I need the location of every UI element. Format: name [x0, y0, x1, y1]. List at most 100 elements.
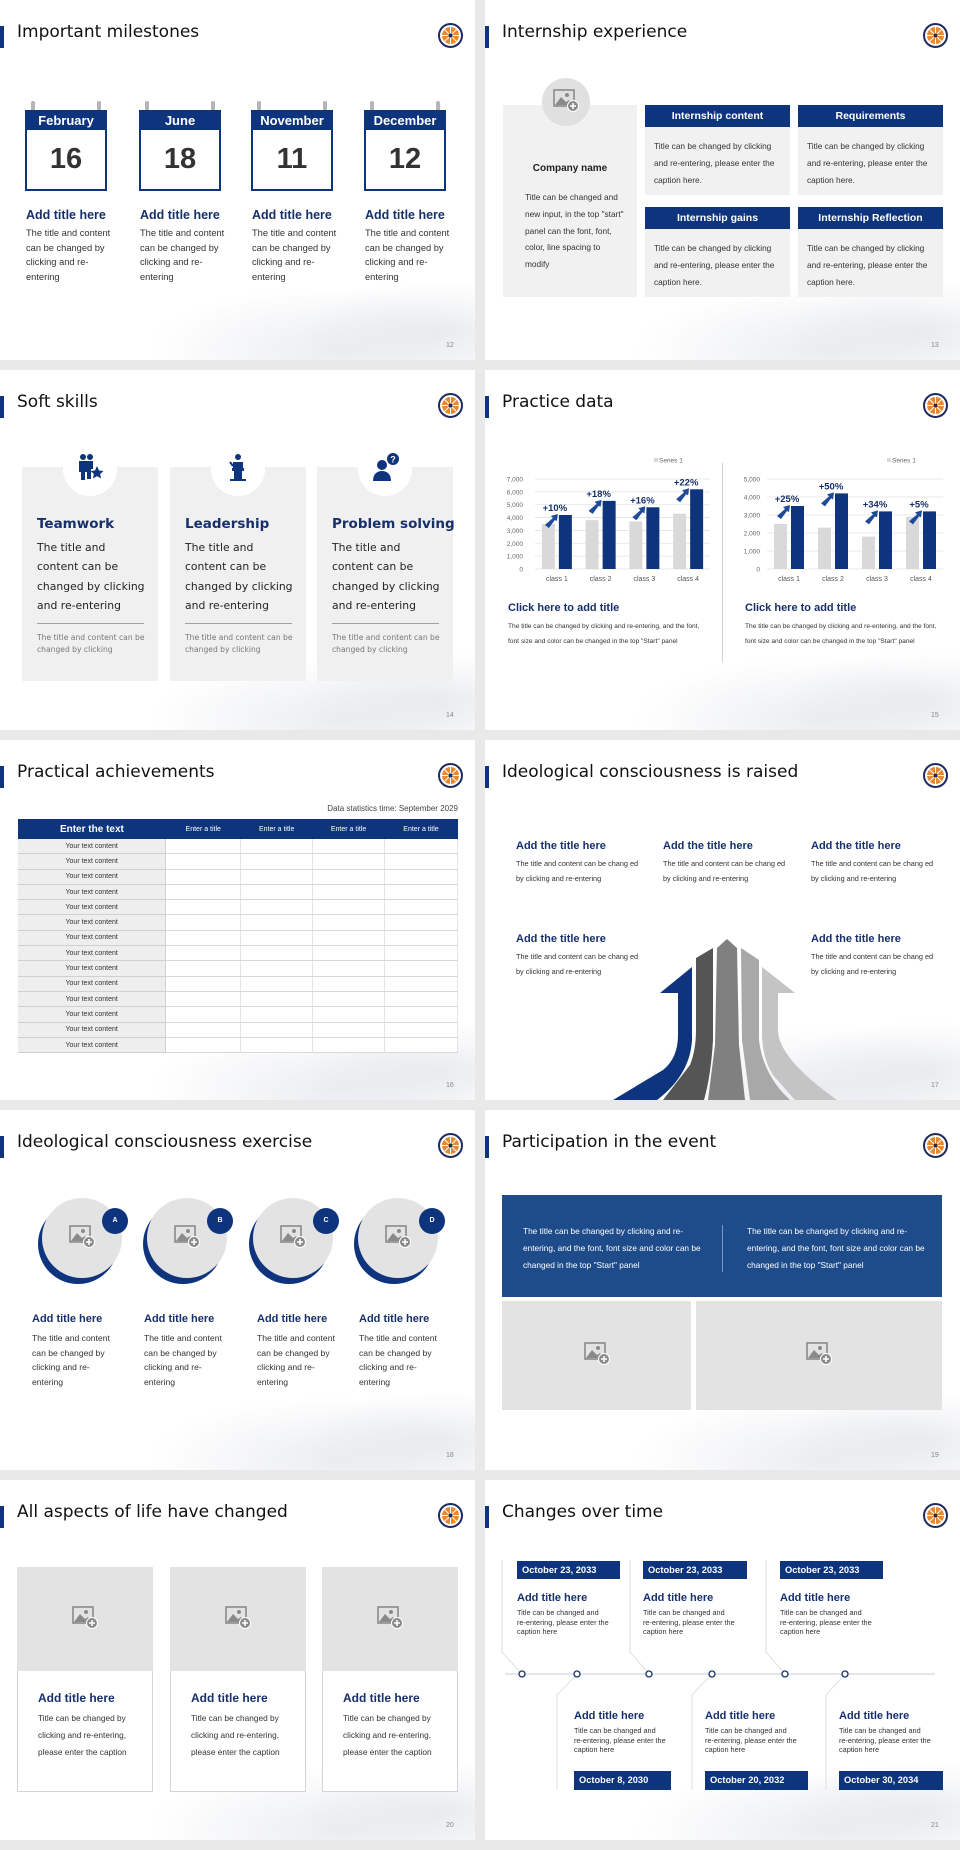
table-cell[interactable]: [384, 884, 458, 901]
table-cell[interactable]: [165, 1037, 242, 1054]
exercise-title: Add title here: [144, 1313, 215, 1325]
table-cell[interactable]: [384, 899, 458, 916]
table-cell[interactable]: [165, 914, 242, 931]
table-cell[interactable]: [312, 945, 386, 962]
company-logo-placeholder[interactable]: [542, 78, 590, 126]
slide-19: Participation in the event 19 The title ca…: [485, 1110, 960, 1470]
table-cell[interactable]: [240, 1037, 314, 1054]
table-cell[interactable]: [312, 930, 386, 947]
table-cell[interactable]: [165, 869, 242, 885]
growth-arrow-icon: [821, 492, 834, 507]
table-cell[interactable]: [384, 1006, 458, 1023]
table-cell[interactable]: [312, 1006, 386, 1023]
photo-placeholder[interactable]: [170, 1567, 306, 1671]
table-cell[interactable]: [165, 899, 242, 916]
slide-title: Practice data: [502, 392, 614, 412]
table-cell[interactable]: [312, 884, 386, 901]
table-cell[interactable]: [312, 1022, 386, 1038]
table-cell[interactable]: [312, 960, 386, 977]
circle-badge: B: [207, 1208, 233, 1234]
table-cell[interactable]: [240, 945, 314, 962]
table-row-label[interactable]: Your text content: [18, 1037, 167, 1054]
table-cell[interactable]: [240, 914, 314, 931]
table-row-label[interactable]: Your text content: [18, 884, 167, 901]
growth-arrow-icon: [909, 510, 922, 525]
table-cell[interactable]: [240, 853, 314, 870]
table-cell[interactable]: [165, 1006, 242, 1023]
table-cell[interactable]: [312, 914, 386, 931]
table-cell[interactable]: [240, 960, 314, 977]
table-header-cell[interactable]: Enter a title: [240, 819, 313, 839]
table-row: Your text content: [18, 884, 458, 901]
photo-placeholder[interactable]: [17, 1567, 153, 1671]
table-cell[interactable]: [384, 930, 458, 947]
table-cell[interactable]: [165, 991, 242, 1008]
table-cell[interactable]: [312, 853, 386, 870]
table-row-label[interactable]: Your text content: [18, 839, 167, 855]
skill-title: Teamwork: [37, 516, 115, 532]
table-cell[interactable]: [165, 884, 242, 901]
table-row-label[interactable]: Your text content: [18, 991, 167, 1008]
table-cell[interactable]: [165, 960, 242, 977]
table-row-label[interactable]: Your text content: [18, 853, 167, 870]
photo-placeholder[interactable]: [502, 1301, 691, 1410]
table-cell[interactable]: [165, 976, 242, 992]
table-cell[interactable]: [384, 839, 458, 855]
table-cell[interactable]: [384, 869, 458, 885]
table-cell[interactable]: [165, 1022, 242, 1038]
table-cell[interactable]: [165, 839, 242, 855]
table-header-cell[interactable]: Enter a title: [165, 819, 241, 839]
table-row-label[interactable]: Your text content: [18, 960, 167, 977]
table-cell[interactable]: [384, 1037, 458, 1054]
timeline-date: October 30, 2034: [839, 1771, 943, 1790]
table-cell[interactable]: [240, 991, 314, 1008]
table-cell[interactable]: [384, 960, 458, 977]
legend-label: Series 1: [659, 458, 683, 465]
table-header-cell[interactable]: Enter a title: [312, 819, 385, 839]
photo-placeholder[interactable]: [696, 1301, 942, 1410]
table-cell[interactable]: [240, 930, 314, 947]
title-accent-bar: [0, 26, 4, 48]
table-cell[interactable]: [384, 976, 458, 992]
table-row-label[interactable]: Your text content: [18, 914, 167, 931]
table-row-label[interactable]: Your text content: [18, 1006, 167, 1023]
table-cell[interactable]: [384, 853, 458, 870]
table-cell[interactable]: [240, 899, 314, 916]
table-row-label[interactable]: Your text content: [18, 930, 167, 947]
photo-placeholder[interactable]: [322, 1567, 458, 1671]
image-placeholder-icon: [806, 1341, 832, 1370]
table-cell[interactable]: [312, 869, 386, 885]
table-row-label[interactable]: Your text content: [18, 899, 167, 916]
table-cell[interactable]: [165, 853, 242, 870]
table-row-label[interactable]: Your text content: [18, 869, 167, 885]
table-cell[interactable]: [384, 1022, 458, 1038]
calendar-card: November 11: [251, 101, 333, 191]
growth-label: +50%: [819, 481, 844, 492]
milestone-title: Add title here: [26, 208, 106, 222]
table-header-cell[interactable]: Enter a title: [384, 819, 458, 839]
table-cell[interactable]: [312, 899, 386, 916]
table-cell[interactable]: [240, 1022, 314, 1038]
table-cell[interactable]: [165, 930, 242, 947]
table-cell[interactable]: [240, 884, 314, 901]
table-cell[interactable]: [240, 839, 314, 855]
table-header-cell[interactable]: Enter the text: [18, 819, 166, 839]
table-cell[interactable]: [240, 869, 314, 885]
table-cell[interactable]: [312, 839, 386, 855]
table-cell[interactable]: [312, 976, 386, 992]
table-row-label[interactable]: Your text content: [18, 976, 167, 992]
table-row-label[interactable]: Your text content: [18, 945, 167, 962]
item-title: Add the title here: [516, 840, 606, 852]
table-row-label[interactable]: Your text content: [18, 1022, 167, 1038]
table-cell[interactable]: [384, 914, 458, 931]
skill-card: [22, 467, 158, 681]
table-cell[interactable]: [312, 991, 386, 1008]
image-placeholder-icon: [225, 1605, 251, 1634]
table-cell[interactable]: [165, 945, 242, 962]
table-cell[interactable]: [384, 991, 458, 1008]
table-cell[interactable]: [240, 976, 314, 992]
table-cell[interactable]: [240, 1006, 314, 1023]
arrow-navy-icon: [613, 967, 692, 1100]
table-cell[interactable]: [384, 945, 458, 962]
table-cell[interactable]: [312, 1037, 386, 1054]
